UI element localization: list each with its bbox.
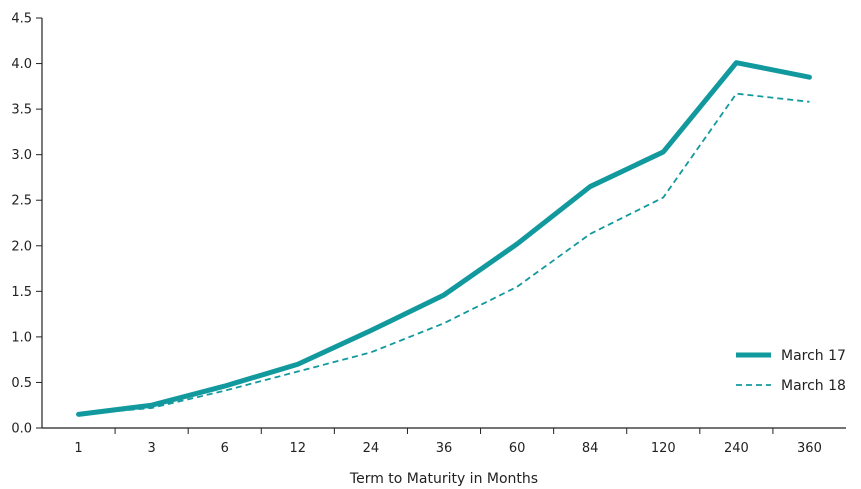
y-tick-label: 1.5 <box>11 285 32 300</box>
y-tick-label: 3.5 <box>11 103 32 118</box>
y-tick-label: 0.0 <box>11 422 32 437</box>
y-tick-label: 3.0 <box>11 148 32 163</box>
legend-label-march-18: March 18 <box>781 378 846 394</box>
y-tick-label: 4.5 <box>11 12 32 27</box>
x-tick-label: 240 <box>724 441 749 456</box>
x-tick-label: 60 <box>509 441 526 456</box>
y-tick-label: 4.0 <box>11 57 32 72</box>
series-line-march-18 <box>78 92 810 416</box>
x-tick-label: 12 <box>290 441 307 456</box>
y-tick-label: 1.0 <box>11 330 32 345</box>
y-tick-label: 0.5 <box>11 376 32 391</box>
y-tick-label: 2.5 <box>11 194 32 209</box>
x-tick-label: 3 <box>147 441 155 456</box>
x-tick-label: 6 <box>221 441 229 456</box>
x-tick-label: 360 <box>797 441 822 456</box>
x-tick-label: 36 <box>436 441 453 456</box>
legend-label-march-17: March 17 <box>781 348 846 364</box>
legend: March 17 March 18 <box>736 348 846 394</box>
series-line-march-17 <box>76 60 812 417</box>
series-lines <box>76 60 812 417</box>
y-axis-ticks: 0.0 0.5 1.0 1.5 2.0 2.5 3.0 3.5 4.0 4.5 <box>11 12 42 437</box>
x-tick-label: 84 <box>582 441 599 456</box>
x-tick-label: 24 <box>363 441 380 456</box>
axes <box>41 18 846 429</box>
y-tick-label: 2.0 <box>11 239 32 254</box>
x-tick-label: 1 <box>74 441 82 456</box>
x-axis-title: Term to Maturity in Months <box>349 471 538 487</box>
x-tick-label: 120 <box>651 441 676 456</box>
x-axis-ticks: 1 3 6 12 24 36 60 84 120 240 360 <box>74 428 822 456</box>
